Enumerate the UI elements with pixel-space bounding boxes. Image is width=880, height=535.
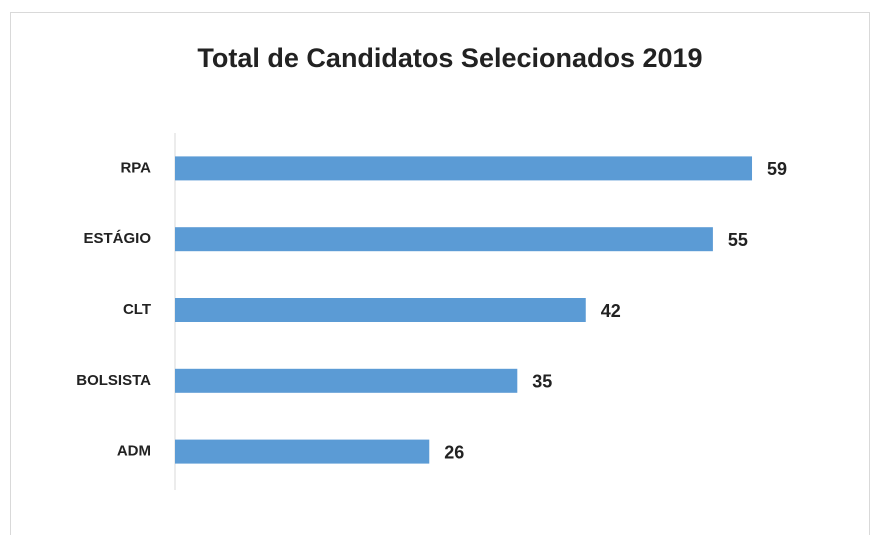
y-tick-label: ADM	[117, 443, 151, 460]
bar	[175, 227, 713, 252]
value-label: 35	[532, 372, 552, 392]
bar	[175, 439, 430, 464]
y-tick-label: ESTÁGIO	[83, 230, 151, 247]
y-tick-label: RPA	[120, 159, 151, 176]
value-label: 42	[601, 301, 621, 321]
bar	[175, 156, 753, 181]
y-tick-label: BOLSISTA	[76, 372, 151, 389]
y-tick-label: CLT	[123, 301, 151, 318]
bar	[175, 298, 586, 322]
bar	[175, 368, 518, 393]
chart-frame	[10, 12, 870, 535]
value-label: 59	[767, 159, 787, 179]
value-label: 55	[728, 230, 748, 250]
value-label: 26	[444, 442, 464, 462]
chart-title: Total de Candidatos Selecionados 2019	[197, 43, 702, 73]
